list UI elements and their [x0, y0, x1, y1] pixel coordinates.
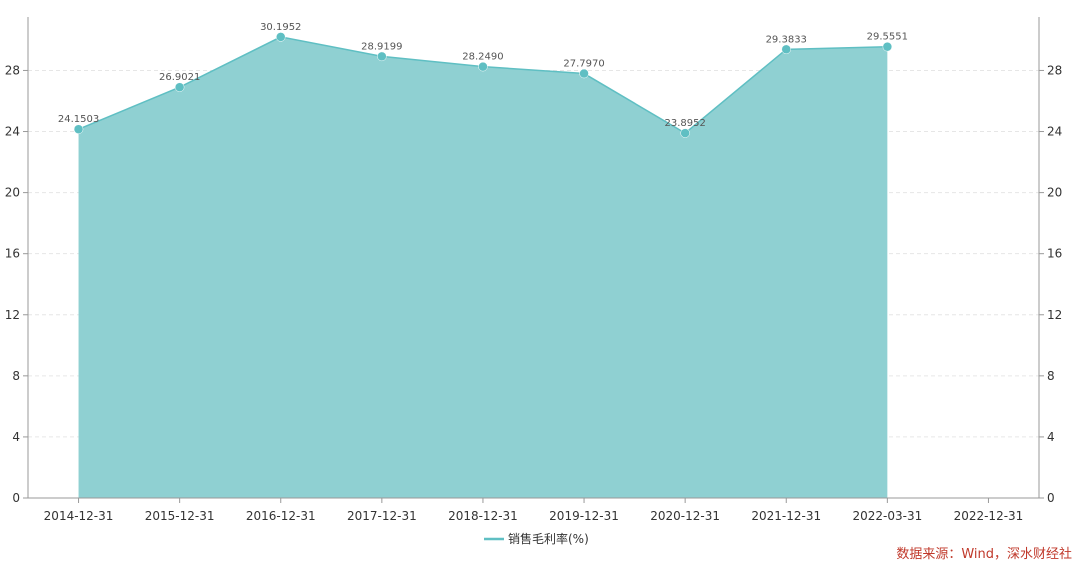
y-tick-label-left: 12: [5, 308, 20, 322]
data-point: [781, 44, 791, 55]
axes: 0 0 4 4 8 8 12 12 16 16 20 20 24 24 28 28 2014-12-31 2015…: [5, 17, 1062, 523]
data-labels: 24.1503 26.9021 30.1952 28.9199 28.2490 27.79…: [58, 22, 908, 129]
data-point: [377, 51, 387, 62]
data-point: [680, 128, 690, 138]
area-series: [78, 36, 888, 499]
data-label: 28.2490: [462, 52, 503, 63]
x-tick-label: 2017-12-31: [347, 509, 417, 523]
x-tick-label: 2018-12-31: [448, 509, 518, 523]
x-tick-label: 2016-12-31: [246, 509, 316, 523]
y-tick-label-right: 24: [1047, 125, 1062, 139]
data-point: [276, 32, 286, 42]
data-label: 27.7970: [563, 59, 604, 70]
y-tick-label-right: 28: [1047, 63, 1062, 77]
data-point: [579, 68, 589, 79]
y-tick-label-left: 0: [12, 491, 20, 505]
y-tick-label-right: 20: [1047, 186, 1062, 200]
data-point: [478, 61, 488, 72]
x-tick-label: 2022-03-31: [852, 509, 922, 523]
y-tick-label-left: 28: [5, 63, 20, 77]
x-tick-label: 2022-12-31: [954, 509, 1024, 523]
y-tick-label-left: 24: [5, 125, 20, 139]
data-label: 29.5551: [867, 32, 908, 43]
x-tick-label: 2020-12-31: [650, 509, 720, 523]
y-tick-label-right: 0: [1047, 491, 1055, 505]
legend-label: 销售毛利率(%): [508, 531, 589, 546]
y-tick-label-right: 8: [1047, 369, 1055, 383]
data-label: 26.9021: [159, 72, 200, 83]
y-tick-label-right: 12: [1047, 308, 1062, 322]
data-label: 23.8952: [664, 118, 705, 129]
area-fill: [78, 36, 888, 499]
y-tick-label-left: 16: [5, 247, 20, 261]
source-note: 数据来源：Wind，深水财经社: [896, 547, 1072, 562]
data-label: 24.1503: [58, 114, 99, 125]
y-tick-label-left: 4: [12, 430, 20, 444]
data-point: [174, 82, 185, 92]
x-tick-label: 2014-12-31: [44, 509, 114, 523]
data-point: [73, 124, 84, 134]
legend[interactable]: 销售毛利率(%): [484, 531, 589, 546]
x-tick-label: 2015-12-31: [145, 509, 215, 523]
y-tick-label-right: 16: [1047, 247, 1062, 261]
y-tick-label-left: 8: [12, 369, 20, 383]
x-tick-label: 2021-12-31: [751, 509, 821, 523]
y-tick-label-left: 20: [5, 186, 20, 200]
data-label: 28.9199: [361, 41, 402, 52]
y-tick-label-right: 4: [1047, 430, 1055, 444]
data-label: 30.1952: [260, 22, 301, 33]
data-label: 29.3833: [766, 34, 807, 45]
x-tick-label: 2019-12-31: [549, 509, 619, 523]
data-point: [882, 41, 893, 52]
data-points: [73, 32, 893, 138]
